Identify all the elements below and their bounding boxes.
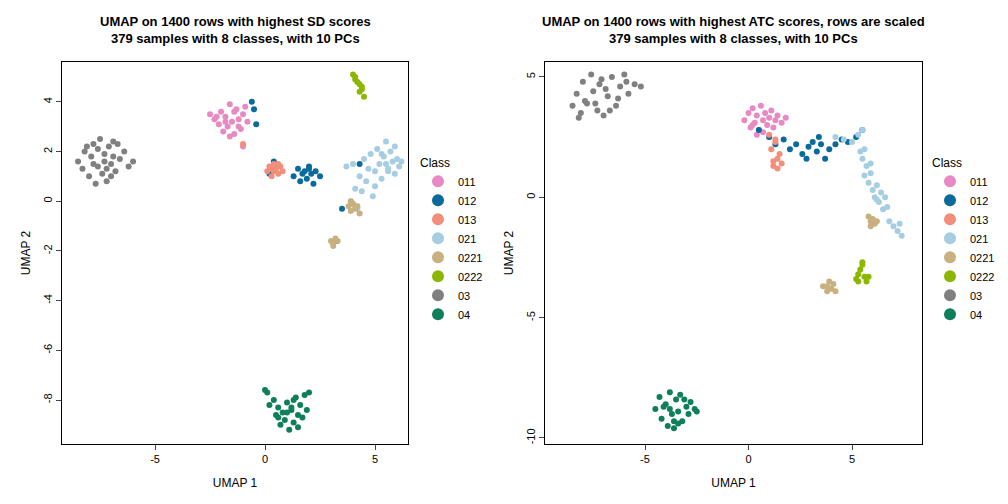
svg-text:012: 012 [970, 195, 988, 207]
svg-text:0222: 0222 [970, 271, 994, 283]
svg-text:UMAP on 1400 rows with highest: UMAP on 1400 rows with highest ATC score… [542, 14, 925, 46]
svg-text:011: 011 [970, 176, 988, 188]
svg-text:0: 0 [745, 453, 751, 465]
svg-text:-5: -5 [525, 311, 537, 321]
svg-text:0: 0 [525, 193, 537, 199]
svg-text:Class: Class [932, 156, 962, 170]
svg-text:UMAP 2: UMAP 2 [502, 230, 516, 275]
svg-text:-2: -2 [42, 244, 54, 254]
svg-text:Class: Class [420, 156, 450, 170]
svg-text:012: 012 [458, 195, 476, 207]
svg-text:UMAP 1: UMAP 1 [711, 476, 756, 490]
svg-text:04: 04 [458, 309, 470, 321]
svg-text:-10: -10 [525, 428, 537, 444]
svg-text:0221: 0221 [458, 252, 482, 264]
svg-text:2: 2 [42, 147, 54, 153]
svg-text:013: 013 [458, 214, 476, 226]
svg-text:0222: 0222 [458, 271, 482, 283]
svg-text:0221: 0221 [970, 252, 994, 264]
svg-text:013: 013 [970, 214, 988, 226]
svg-text:0: 0 [42, 196, 54, 202]
svg-text:03: 03 [970, 290, 982, 302]
svg-text:021: 021 [458, 233, 476, 245]
svg-text:-5: -5 [640, 453, 650, 465]
svg-text:5: 5 [849, 453, 855, 465]
svg-text:-8: -8 [42, 393, 54, 403]
svg-text:4: 4 [42, 97, 54, 103]
svg-text:0: 0 [262, 453, 268, 465]
svg-text:021: 021 [970, 233, 988, 245]
svg-text:011: 011 [458, 176, 476, 188]
svg-text:5: 5 [525, 72, 537, 78]
svg-text:-4: -4 [42, 294, 54, 304]
svg-text:5: 5 [372, 453, 378, 465]
svg-text:UMAP 1: UMAP 1 [213, 476, 258, 490]
svg-text:-6: -6 [42, 344, 54, 354]
svg-text:UMAP 2: UMAP 2 [19, 230, 33, 275]
svg-text:UMAP on 1400 rows with highest: UMAP on 1400 rows with highest SD scores… [100, 14, 371, 46]
svg-text:04: 04 [970, 309, 982, 321]
svg-text:-5: -5 [150, 453, 160, 465]
svg-text:03: 03 [458, 290, 470, 302]
